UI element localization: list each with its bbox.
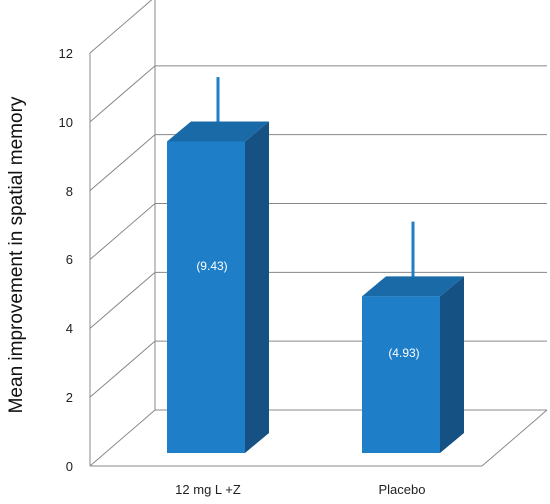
y-tick-2: 2 xyxy=(66,390,73,405)
y-tick-4: 4 xyxy=(66,321,73,336)
y-tick-0: 0 xyxy=(66,459,73,474)
category-label-2: Placebo xyxy=(379,482,426,497)
gridline-2 xyxy=(89,340,547,398)
gridline-8 xyxy=(89,134,547,192)
y-tick-6: 6 xyxy=(66,252,73,267)
gridline-4 xyxy=(89,271,547,329)
bar-side-2 xyxy=(440,276,464,453)
bar-side-1 xyxy=(245,121,269,453)
gridline-10 xyxy=(89,65,547,123)
gridline-6 xyxy=(89,203,547,260)
gridline-0 xyxy=(89,409,547,467)
data-label-2: (4.93) xyxy=(388,346,419,360)
y-tick-10: 10 xyxy=(59,115,73,130)
grid xyxy=(89,0,548,467)
bar-1 xyxy=(167,141,245,453)
y-tick-12: 12 xyxy=(59,46,73,61)
bar-top-1 xyxy=(167,121,269,142)
gridline-12 xyxy=(89,0,153,54)
bar-top-2 xyxy=(362,276,464,297)
y-tick-8: 8 xyxy=(66,184,73,199)
y-axis-label: Mean improvement in spatial memory xyxy=(6,96,27,413)
data-label-1: (9.43) xyxy=(196,259,227,273)
bars xyxy=(167,77,464,453)
floor-right-edge xyxy=(481,409,548,467)
bar-2 xyxy=(362,296,440,453)
category-label-1: 12 mg L +Z xyxy=(175,482,241,497)
